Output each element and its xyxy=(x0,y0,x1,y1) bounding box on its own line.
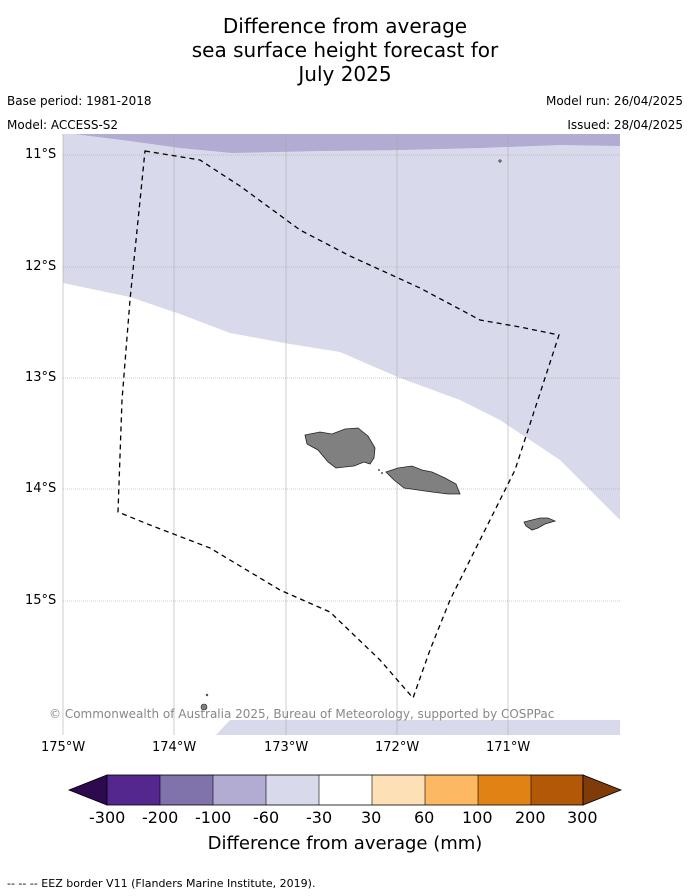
lat-label-12s: 12°S xyxy=(25,259,57,274)
colorbar-tick-300: 300 xyxy=(567,808,598,827)
colorbar-tick--300: -300 xyxy=(89,808,126,827)
eez-legend-note: -- -- -- EEZ border V11 (Flanders Marine… xyxy=(7,877,316,890)
colorbar-frame xyxy=(106,774,584,806)
issued-date: Issued: 28/04/2025 xyxy=(567,118,683,132)
colorbar-bin-6 xyxy=(372,775,425,805)
colorbar-bin-8 xyxy=(478,775,531,805)
colorbar-tick-30: 30 xyxy=(361,808,382,827)
lon-label-171w: 171°W xyxy=(486,740,531,755)
colorbar-tick-100: 100 xyxy=(462,808,493,827)
colorbar-tick-60: 60 xyxy=(414,808,435,827)
map-title: Difference from average sea surface heig… xyxy=(0,14,690,86)
colorbar-min-extend xyxy=(67,774,108,806)
colorbar-bin-9 xyxy=(531,775,583,805)
model-name: Model: ACCESS-S2 xyxy=(7,118,119,132)
colorbar-tick--30: -30 xyxy=(306,808,333,827)
colorbar-dividers xyxy=(159,775,532,805)
islet-4 xyxy=(378,469,380,471)
islet-3 xyxy=(205,693,209,697)
lon-label-173w: 173°W xyxy=(264,740,309,755)
colorbar-bin-5 xyxy=(319,775,372,805)
lat-label-11s: 11°S xyxy=(25,147,57,162)
ssh-anomaly-medium xyxy=(75,134,620,153)
upolu-island xyxy=(385,465,461,495)
meta-right: Model run: 26/04/2025 Issued: 28/04/2025 xyxy=(546,94,683,142)
meridians xyxy=(62,134,509,735)
colorbar-tick--100: -100 xyxy=(195,808,232,827)
islet-5 xyxy=(381,472,383,474)
colorbar-bin-4 xyxy=(266,775,319,805)
title-line-3: July 2025 xyxy=(298,62,392,86)
lat-label-15s: 15°S xyxy=(25,593,57,608)
islet-2 xyxy=(200,703,208,711)
colorbar-bin-3 xyxy=(213,775,266,805)
colorbar-bin-2 xyxy=(160,775,213,805)
lon-label-172w: 172°W xyxy=(375,740,420,755)
colorbar-title: Difference from average (mm) xyxy=(207,833,483,854)
model-run: Model run: 26/04/2025 xyxy=(545,94,683,108)
title-line-2: sea surface height forecast for xyxy=(191,38,499,62)
islet-1 xyxy=(498,159,502,163)
colorbar-tick--200: -200 xyxy=(142,808,179,827)
colorbar-bin-1 xyxy=(107,775,160,805)
lon-label-174w: 174°W xyxy=(152,740,197,755)
ssh-anomaly-light-bottom xyxy=(216,720,620,735)
meta-left: Base period: 1981-2018 Model: ACCESS-S2 xyxy=(7,94,152,142)
lon-label-175w: 175°W xyxy=(41,740,86,755)
savaii-island xyxy=(304,427,376,469)
lat-label-14s: 14°S xyxy=(25,481,57,496)
colorbar-tick-200: 200 xyxy=(515,808,546,827)
tutuila-island xyxy=(523,517,557,531)
base-period: Base period: 1981-2018 xyxy=(7,94,152,108)
colorbar-bin-7 xyxy=(425,775,478,805)
ssh-anomaly-light xyxy=(63,134,620,520)
colorbar-max-extend xyxy=(582,774,623,806)
colorbar-tick--60: -60 xyxy=(253,808,280,827)
eez-border xyxy=(117,150,560,700)
graticule xyxy=(63,154,620,602)
lat-label-13s: 13°S xyxy=(25,370,57,385)
title-line-1: Difference from average xyxy=(222,14,468,38)
copyright-notice: © Commonwealth of Australia 2025, Bureau… xyxy=(49,707,555,721)
